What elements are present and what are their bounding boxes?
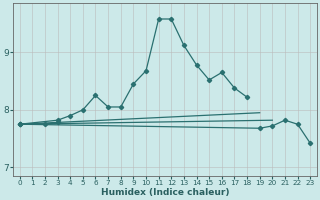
X-axis label: Humidex (Indice chaleur): Humidex (Indice chaleur): [101, 188, 229, 197]
